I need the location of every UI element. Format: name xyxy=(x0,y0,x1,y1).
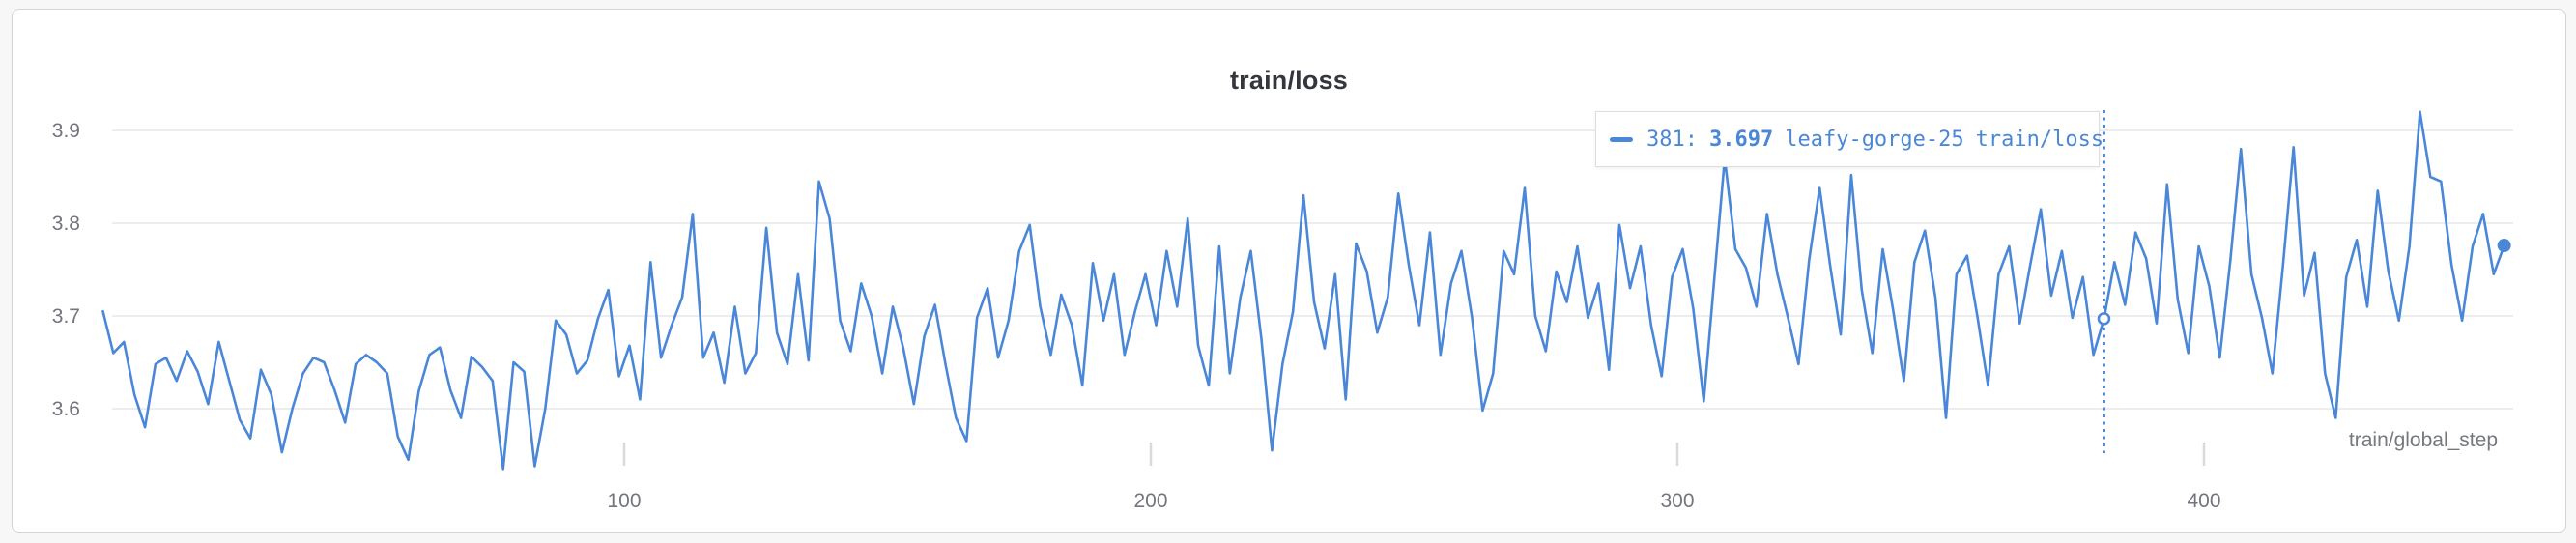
x-tick-label-200: 200 xyxy=(1133,490,1167,512)
tooltip-step: 381: xyxy=(1646,127,1698,152)
x-axis-title: train/global_step xyxy=(2348,429,2498,451)
y-tick-label-3.9: 3.9 xyxy=(52,120,80,142)
loss-series-line xyxy=(101,110,2505,471)
loss-line-chart[interactable]: 3.6 3.7 3.8 3.9 100 200 300 400 xyxy=(13,10,2566,533)
y-tick-label-3.8: 3.8 xyxy=(52,213,80,235)
metric-panel-card[interactable]: train/loss 3.6 3.7 3.8 3.9 100 200 300 400 trai… xyxy=(12,9,2566,533)
tooltip-run-name: leafy-gorge-25 xyxy=(1785,127,1964,152)
tooltip-metric-name: train/loss xyxy=(1975,127,2104,152)
x-tick-label-100: 100 xyxy=(607,490,641,512)
x-tick-label-400: 400 xyxy=(2187,490,2220,512)
y-tick-label-3.7: 3.7 xyxy=(52,305,80,328)
y-tick-label-3.6: 3.6 xyxy=(52,398,80,420)
hover-tooltip: 381: 3.697 leafy-gorge-25 train/loss xyxy=(1595,111,2104,167)
series-color-dash-icon xyxy=(1610,136,1633,142)
x-tick-label-300: 300 xyxy=(1660,490,1694,512)
hovered-point-marker xyxy=(2097,312,2111,326)
panel-title: train/loss xyxy=(1229,66,1349,95)
tooltip-value: 3.697 xyxy=(1708,127,1774,152)
last-point-marker xyxy=(2497,239,2511,253)
